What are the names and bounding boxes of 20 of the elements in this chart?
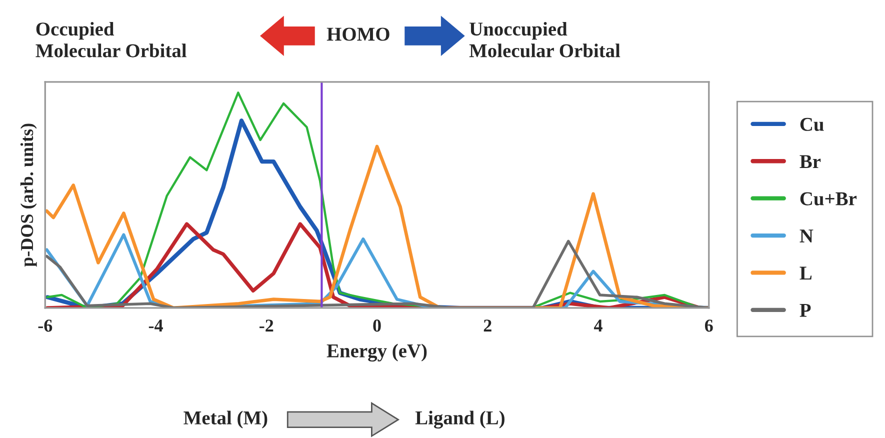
legend-label: N xyxy=(800,230,814,242)
x-axis-title: Energy (eV) xyxy=(326,344,427,362)
legend-label: Br xyxy=(800,155,821,168)
text: Metal (M) xyxy=(184,410,268,428)
legend-label: Cu xyxy=(800,118,824,131)
text: Ligand (L) xyxy=(415,410,504,428)
x-tick-label: -2 xyxy=(260,320,274,332)
x-tick-label: 4 xyxy=(594,320,602,332)
x-tick-label: 2 xyxy=(484,320,492,332)
text: HOMO xyxy=(326,28,390,41)
x-tick-label: 6 xyxy=(704,320,713,332)
x-tick-label: -4 xyxy=(148,320,163,332)
x-tick-label: 0 xyxy=(373,320,381,332)
text: Occupied Molecular Orbital xyxy=(36,22,186,58)
x-tick-label: -6 xyxy=(38,320,52,332)
y-axis-title: p-DOS (arb. units) xyxy=(20,124,37,267)
legend-label: Cu+Br xyxy=(800,192,857,206)
legend-label: L xyxy=(800,266,812,280)
text: Unoccupied Molecular Orbital xyxy=(469,22,620,58)
legend-label: P xyxy=(800,304,811,317)
